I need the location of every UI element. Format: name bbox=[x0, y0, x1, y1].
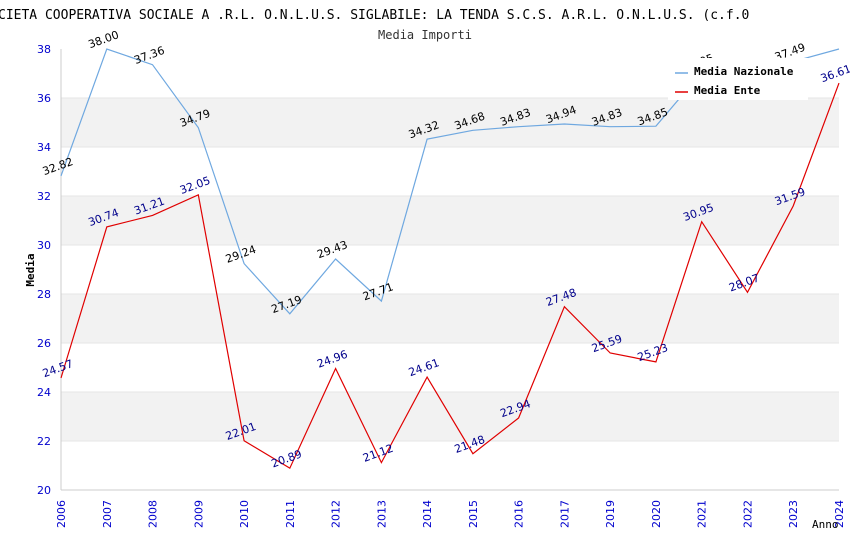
grid-band bbox=[61, 98, 839, 147]
x-tick-label: 2021 bbox=[696, 500, 709, 528]
x-axis-label: Anno bbox=[812, 518, 839, 531]
x-tick-label: 2014 bbox=[421, 500, 434, 528]
data-label: 29.24 bbox=[224, 243, 258, 266]
data-label: 25.23 bbox=[636, 341, 670, 364]
x-axis-ticks: 2006 2007 2008 2009 2010 2011 2012 2013 2014 2015… bbox=[55, 500, 846, 528]
chart-title: CIETA COOPERATIVA SOCIALE A .R.L. O.N.L.… bbox=[0, 8, 749, 23]
grid-band bbox=[61, 294, 839, 343]
series-line-1 bbox=[60, 82, 840, 470]
y-tick-label: 22 bbox=[37, 435, 51, 448]
x-tick-label: 2011 bbox=[284, 500, 297, 528]
data-label: 24.96 bbox=[315, 348, 349, 371]
y-tick-label: 38 bbox=[37, 43, 51, 56]
data-label: 21.12 bbox=[361, 442, 395, 465]
y-tick-label: 26 bbox=[37, 337, 51, 350]
grid-band bbox=[61, 196, 839, 245]
data-label: 24.57 bbox=[41, 357, 75, 380]
y-axis-label: Media bbox=[24, 253, 37, 286]
data-label: 38.00 bbox=[87, 28, 121, 51]
grid-bands bbox=[61, 97, 839, 491]
x-tick-label: 2024 bbox=[833, 500, 846, 528]
x-tick-label: 2020 bbox=[650, 500, 663, 528]
data-label: 32.05 bbox=[178, 174, 212, 197]
data-label: 24.61 bbox=[407, 356, 441, 379]
y-tick-label: 36 bbox=[37, 92, 51, 105]
data-label: 36.61 bbox=[819, 62, 850, 85]
x-tick-label: 2007 bbox=[101, 500, 114, 528]
x-tick-label: 2010 bbox=[238, 500, 251, 528]
y-axis-ticks: 20 22 24 26 28 30 32 34 36 38 bbox=[37, 43, 51, 497]
y-tick-label: 30 bbox=[37, 239, 51, 252]
legend: Media Nazionale Media Ente bbox=[668, 58, 808, 100]
x-tick-label: 2016 bbox=[513, 500, 526, 528]
legend-box bbox=[668, 58, 808, 100]
legend-label-ente: Media Ente bbox=[694, 84, 761, 97]
chart-subtitle: Media Importi bbox=[378, 28, 472, 42]
x-tick-label: 2009 bbox=[192, 500, 205, 528]
x-tick-label: 2022 bbox=[741, 500, 754, 528]
x-tick-label: 2012 bbox=[330, 500, 343, 528]
y-tick-label: 32 bbox=[37, 190, 51, 203]
x-tick-label: 2015 bbox=[467, 500, 480, 528]
y-tick-label: 34 bbox=[37, 141, 51, 154]
x-tick-label: 2013 bbox=[375, 500, 388, 528]
x-tick-label: 2023 bbox=[787, 500, 800, 528]
data-label: 28.07 bbox=[727, 272, 761, 295]
x-tick-label: 2006 bbox=[55, 500, 68, 528]
y-tick-label: 20 bbox=[37, 484, 51, 497]
x-tick-label: 2019 bbox=[604, 500, 617, 528]
data-label: 32.82 bbox=[41, 155, 75, 178]
x-tick-label: 2008 bbox=[147, 500, 160, 528]
legend-label-nazionale: Media Nazionale bbox=[694, 65, 794, 78]
y-tick-label: 28 bbox=[37, 288, 51, 301]
x-tick-label: 2017 bbox=[558, 500, 571, 528]
y-tick-label: 24 bbox=[37, 386, 51, 399]
